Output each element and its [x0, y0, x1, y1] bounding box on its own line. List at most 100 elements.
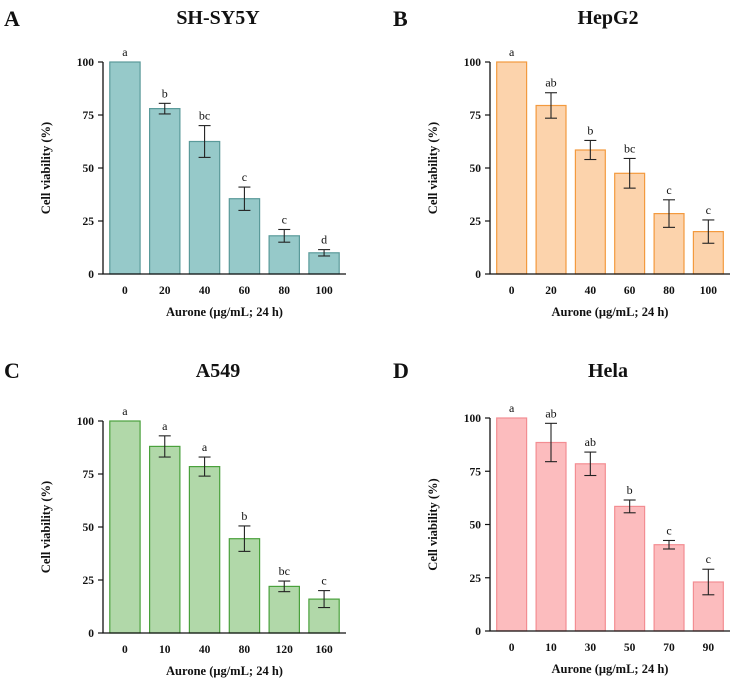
bar — [268, 585, 301, 634]
x-tick-label: 10 — [545, 642, 557, 654]
chart-b: a 0 ab 20 b 40 bc 60 c 80 c 100 0 25 50 75 100 Aurone (μg… — [426, 45, 730, 319]
panel-letter-a: A — [4, 6, 20, 31]
bar — [188, 140, 221, 275]
panel-title-d: Hela — [588, 360, 628, 382]
error-bar — [623, 499, 636, 514]
significance-label: ab — [545, 76, 556, 90]
bar — [188, 466, 221, 634]
bar — [653, 544, 685, 632]
x-tick-label: 20 — [545, 285, 557, 297]
y-tick-label: 25 — [470, 573, 482, 585]
significance-label: a — [509, 401, 515, 415]
x-tick-label: 90 — [703, 642, 715, 654]
panel-letter-d: D — [393, 358, 409, 383]
x-tick-label: 50 — [624, 642, 636, 654]
y-tick-label: 0 — [88, 269, 94, 281]
significance-label: a — [162, 419, 168, 433]
x-tick-label: 40 — [199, 644, 211, 656]
error-bar — [158, 102, 171, 115]
y-tick-label: 100 — [77, 416, 95, 428]
significance-label: d — [321, 233, 327, 247]
panel-letter-c: C — [4, 358, 20, 383]
significance-label: c — [242, 170, 247, 184]
bar — [535, 104, 567, 275]
bar — [109, 420, 141, 634]
significance-label: c — [706, 203, 711, 217]
y-tick-label: 25 — [470, 216, 482, 228]
x-tick-label: 70 — [663, 642, 675, 654]
significance-label: b — [587, 123, 593, 137]
panel-title-b: HepG2 — [577, 7, 638, 29]
significance-label: ab — [545, 406, 556, 420]
panel-b: B HepG2 a 0 ab 20 b 40 bc 60 c 80 c 100 0 25 50 75 100 Au… — [393, 6, 730, 319]
x-tick-label: 120 — [276, 644, 294, 656]
x-tick-label: 30 — [585, 642, 597, 654]
x-tick-label: 60 — [239, 285, 251, 297]
y-axis-title: Cell viability (%) — [426, 478, 440, 570]
y-tick-label: 75 — [83, 469, 95, 481]
y-tick-label: 100 — [77, 57, 95, 69]
error-bar — [623, 157, 636, 189]
error-bar — [663, 199, 675, 228]
error-bar — [702, 219, 715, 244]
bar — [574, 463, 606, 632]
significance-label: bc — [199, 109, 210, 123]
y-tick-label: 50 — [470, 163, 482, 175]
significance-label: b — [627, 483, 633, 497]
significance-label: c — [666, 183, 671, 197]
error-bar — [158, 435, 171, 458]
significance-label: bc — [624, 142, 635, 156]
significance-label: b — [241, 509, 247, 523]
y-tick-label: 25 — [83, 575, 95, 587]
y-tick-label: 100 — [464, 413, 482, 425]
y-tick-label: 0 — [88, 628, 94, 640]
bar — [535, 441, 567, 632]
significance-label: a — [509, 45, 515, 59]
error-bar — [318, 590, 331, 609]
bar — [228, 538, 261, 634]
x-tick-label: 10 — [159, 644, 171, 656]
error-bar — [198, 125, 211, 158]
significance-label: ab — [585, 435, 596, 449]
x-tick-label: 40 — [199, 285, 211, 297]
significance-label: c — [321, 574, 326, 588]
chart-a: a 0 b 20 bc 40 c 60 c 80 d 100 0 25 50 75 100 Aurone (μg/… — [39, 45, 346, 319]
error-bar — [238, 525, 251, 552]
bar — [574, 149, 606, 275]
error-bar — [584, 139, 597, 161]
panel-c: C A549 a 0 a 10 a 40 b 80 bc 120 c 160 0 25 50 75 100 Aur… — [4, 358, 346, 678]
y-tick-label: 25 — [83, 216, 95, 228]
x-axis-title: Aurone (μg/mL; 24 h) — [166, 305, 283, 319]
x-tick-label: 80 — [663, 285, 675, 297]
error-bar — [198, 456, 211, 477]
bar — [109, 61, 141, 275]
significance-label: b — [162, 86, 168, 100]
x-tick-label: 80 — [239, 644, 251, 656]
x-axis-title: Aurone (μg/mL; 24 h) — [552, 662, 669, 676]
significance-label: c — [282, 213, 287, 227]
significance-label: a — [122, 45, 128, 59]
x-tick-label: 100 — [700, 285, 718, 297]
significance-label: c — [666, 524, 671, 538]
chart-d: a 0 ab 10 ab 30 b 50 c 70 c 90 0 25 50 75 100 Aurone (μg/… — [426, 401, 730, 676]
significance-label: a — [122, 404, 128, 418]
error-bar — [702, 568, 715, 596]
x-axis-title: Aurone (μg/mL; 24 h) — [166, 664, 283, 678]
y-tick-label: 75 — [83, 110, 95, 122]
error-bar — [238, 186, 251, 211]
error-bar — [584, 451, 597, 477]
bar — [149, 107, 181, 275]
x-axis-title: Aurone (μg/mL; 24 h) — [552, 305, 669, 319]
error-bar — [545, 92, 557, 119]
error-bar — [318, 249, 331, 257]
panel-a: A SH-SY5Y a 0 b 20 bc 40 c 60 c 80 d 100 0 25 50 75 100 A… — [4, 6, 346, 319]
bar — [496, 417, 528, 632]
y-tick-label: 50 — [83, 163, 95, 175]
y-tick-label: 0 — [475, 626, 481, 638]
panel-title-a: SH-SY5Y — [176, 7, 260, 29]
significance-label: c — [706, 552, 711, 566]
bar — [496, 61, 528, 275]
significance-label: a — [202, 440, 208, 454]
x-tick-label: 0 — [509, 285, 515, 297]
